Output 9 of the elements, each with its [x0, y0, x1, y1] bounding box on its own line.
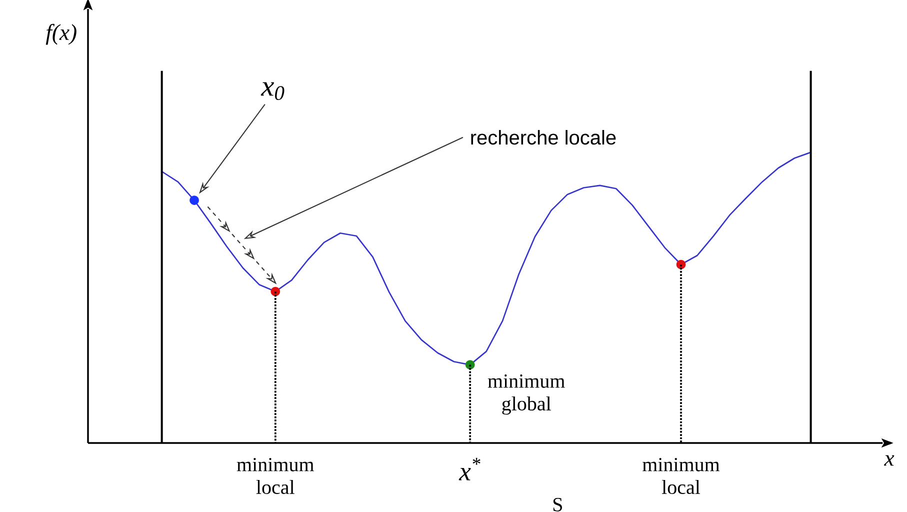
annotation: minimum global [488, 374, 565, 415]
text: minimum local [236, 458, 314, 494]
text: recherche locale [471, 130, 616, 145]
text: x$_{0}$ [260, 82, 284, 100]
text: S [553, 498, 562, 512]
text: minimum local [642, 458, 720, 494]
text: x$^{*}$ [458, 458, 480, 480]
text: f(x) [46, 24, 76, 45]
x-axis-title: x [884, 455, 894, 466]
